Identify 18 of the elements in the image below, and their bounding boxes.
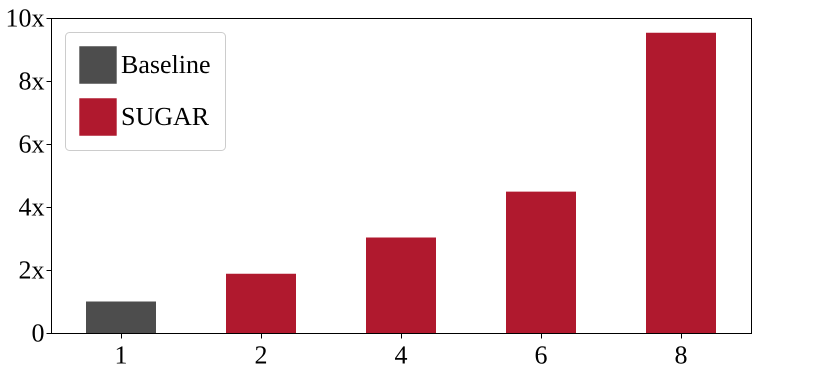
bar bbox=[506, 192, 576, 333]
y-tick-label: 10x bbox=[6, 4, 44, 32]
y-tick-label: 6x bbox=[18, 130, 44, 158]
y-tick-label: 8x bbox=[18, 66, 44, 96]
x-tick-label: 1 bbox=[114, 340, 128, 370]
legend-label: SUGAR bbox=[121, 102, 210, 131]
x-tick-label: 4 bbox=[394, 340, 408, 370]
y-tick-label: 4x bbox=[18, 192, 44, 222]
y-tick-label: 2x bbox=[18, 256, 44, 284]
x-tick-label: 6 bbox=[534, 340, 548, 370]
legend-label: Baseline bbox=[121, 50, 211, 79]
x-tick-label: 8 bbox=[674, 340, 688, 370]
bar bbox=[366, 238, 436, 333]
bar bbox=[646, 32, 716, 333]
bar bbox=[226, 274, 296, 333]
x-tick-label: 2 bbox=[254, 340, 268, 370]
y-tick-label: 0 bbox=[32, 318, 44, 348]
bar bbox=[86, 302, 156, 333]
